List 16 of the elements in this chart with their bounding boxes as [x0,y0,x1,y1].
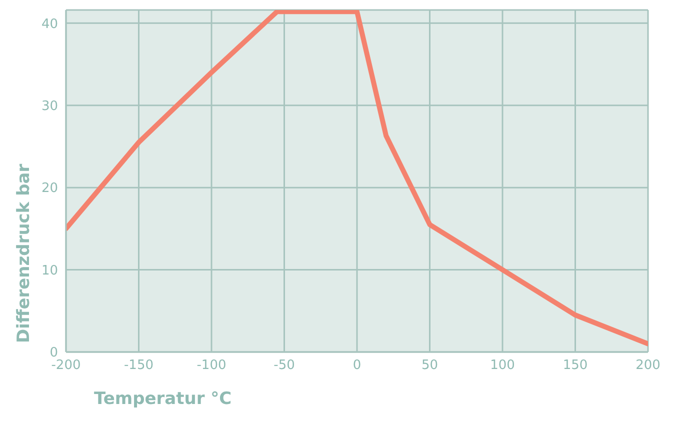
x-tick-label: 0 [352,358,362,374]
y-tick-label: 20 [41,181,58,196]
y-axis-title: Differenzdruck bar [14,163,34,343]
y-tick-label: 0 [50,346,58,361]
y-tick-label: 10 [41,263,58,278]
x-tick-label: 100 [490,358,515,374]
x-tick-label: -50 [274,358,295,374]
x-tick-label: -100 [196,358,226,374]
x-tick-label: -200 [51,358,81,374]
x-tick-label: -150 [124,358,154,374]
x-tick-label: 150 [562,358,588,374]
x-axis-title: Temperatur °C [94,389,232,409]
y-tick-label: 30 [41,98,58,114]
x-tick-label: 200 [636,358,660,374]
y-tick-label: 40 [41,16,58,32]
x-tick-label: 50 [421,358,438,374]
